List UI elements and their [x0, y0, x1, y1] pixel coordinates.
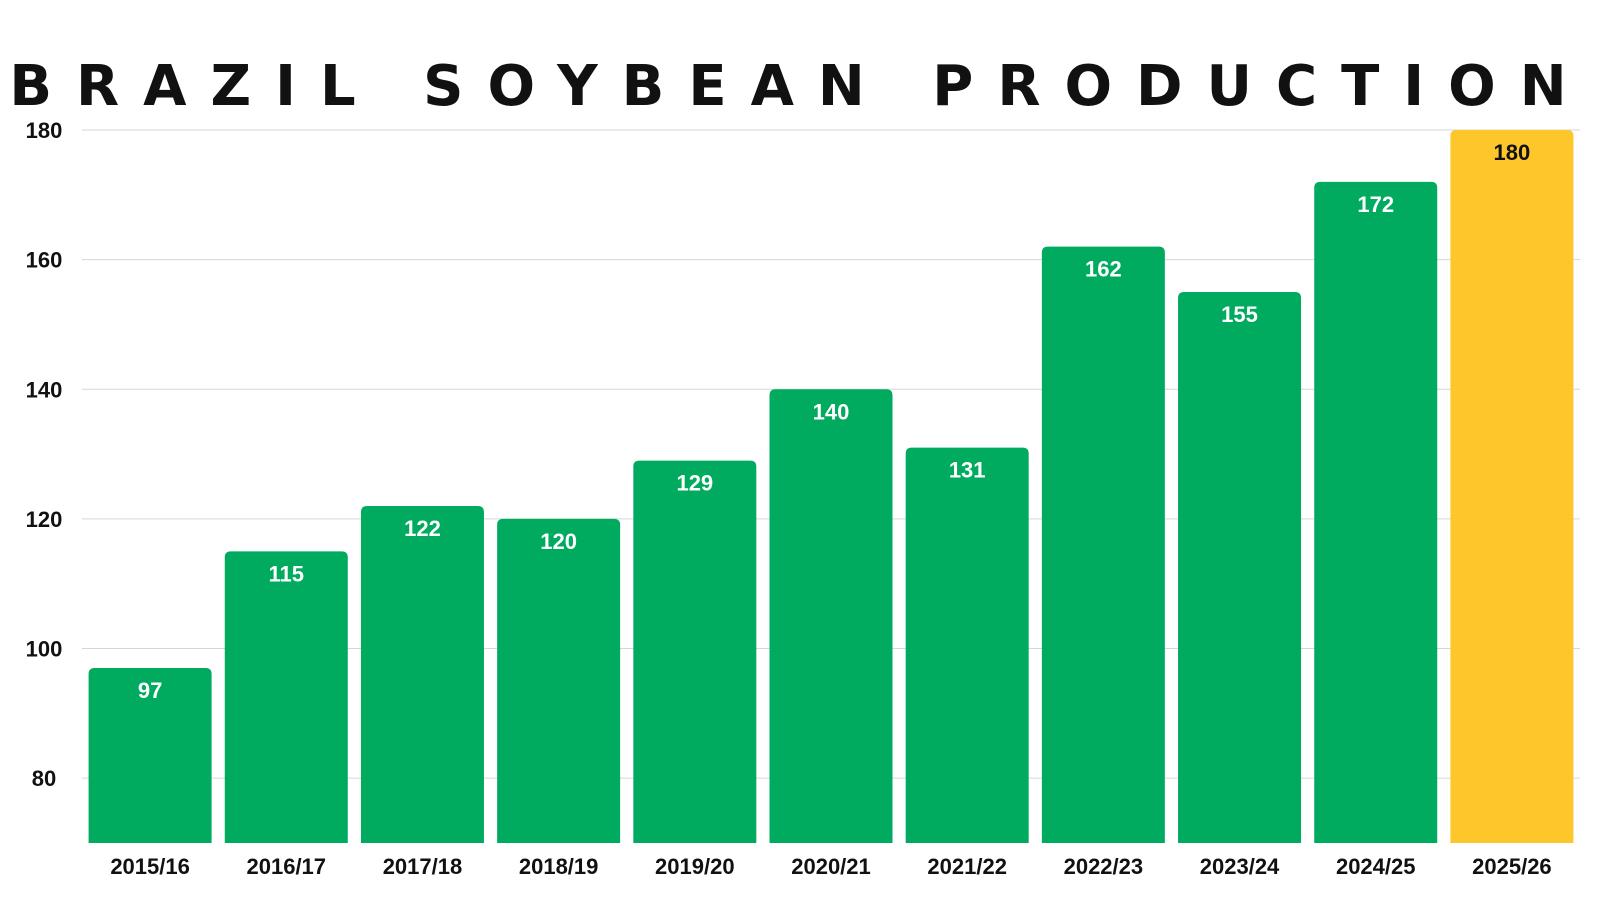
- bar-value-label: 140: [813, 399, 850, 424]
- bar-2016-17: [224, 551, 348, 843]
- bar-2020-21: [769, 389, 893, 843]
- bar-value-label: 122: [404, 516, 441, 541]
- bar-value-label: 97: [138, 678, 162, 703]
- bar-value-label: 115: [269, 561, 305, 586]
- x-tick-label: 2017/18: [383, 854, 463, 879]
- bar-2024-25: [1314, 181, 1438, 843]
- bar-2018-19: [497, 518, 621, 843]
- bar-value-label: 129: [676, 471, 713, 496]
- x-tick-label: 2019/20: [655, 854, 735, 879]
- bar-value-label: 131: [949, 458, 986, 483]
- bar-2022-23: [1041, 246, 1165, 843]
- bar-value-label: 172: [1357, 192, 1394, 217]
- bar-value-label: 162: [1085, 257, 1122, 282]
- bars: [88, 130, 1574, 844]
- x-tick-label: 2025/26: [1472, 854, 1552, 879]
- x-tick-label: 2020/21: [791, 854, 871, 879]
- bar-value-label: 180: [1494, 140, 1531, 165]
- y-tick-label: 140: [26, 377, 63, 402]
- y-tick-label: 180: [26, 118, 63, 143]
- y-tick-label: 160: [26, 248, 63, 273]
- bar-value-label: 120: [540, 529, 577, 554]
- x-tick-label: 2021/22: [927, 854, 1007, 879]
- x-tick-label: 2023/24: [1200, 854, 1280, 879]
- x-axis-ticks: 2015/16 2016/17 2017/18 2018/19 2019/20 2020/…: [110, 854, 1551, 879]
- bar-value-label: 155: [1221, 302, 1258, 327]
- y-tick-label: 120: [26, 507, 63, 532]
- x-tick-label: 2024/25: [1336, 854, 1416, 879]
- x-tick-label: 2015/16: [110, 854, 190, 879]
- bar-2021-22: [905, 447, 1029, 843]
- bar-2025-26: [1450, 130, 1574, 843]
- x-tick-label: 2018/19: [519, 854, 599, 879]
- x-tick-label: 2016/17: [247, 854, 327, 879]
- chart-title: BRAZIL SOYBEAN PRODUCTION: [9, 54, 1590, 119]
- bar-value-labels: 97 115 122 120 129 140 131 162 155 172 180: [138, 140, 1530, 703]
- x-tick-label: 2022/23: [1064, 854, 1144, 879]
- y-axis-ticks: 80 100 120 140 160 180: [26, 118, 63, 791]
- bar-2017-18: [360, 505, 484, 843]
- bar-2019-20: [633, 460, 757, 843]
- bar-2023-24: [1178, 292, 1302, 844]
- y-tick-label: 100: [26, 637, 63, 662]
- bar-2015-16: [88, 667, 212, 843]
- y-tick-label: 80: [32, 766, 56, 791]
